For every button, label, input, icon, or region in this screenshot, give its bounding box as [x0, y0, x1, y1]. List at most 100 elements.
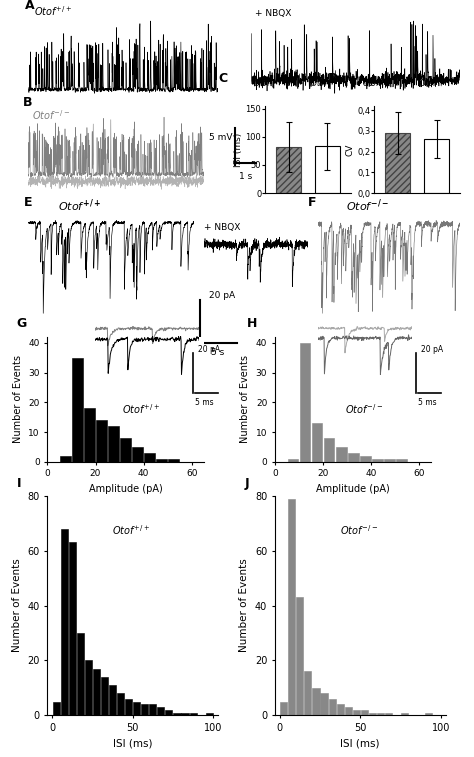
- Text: 20 pA: 20 pA: [209, 291, 235, 301]
- Text: C: C: [219, 72, 228, 85]
- Bar: [276, 147, 301, 193]
- Bar: [120, 438, 131, 462]
- Bar: [125, 699, 132, 715]
- Bar: [320, 693, 328, 715]
- Text: $\mathit{Otof}^{-/-}$: $\mathit{Otof}^{-/-}$: [340, 524, 378, 537]
- Bar: [109, 685, 116, 715]
- Bar: [165, 710, 173, 715]
- Bar: [117, 693, 124, 715]
- Y-axis label: CV: CV: [345, 143, 354, 156]
- Text: 5 s: 5 s: [211, 348, 225, 357]
- Bar: [384, 459, 395, 462]
- Text: $\mathit{Otof}^{+/+}$: $\mathit{Otof}^{+/+}$: [112, 524, 150, 537]
- Bar: [337, 704, 344, 715]
- Bar: [141, 704, 148, 715]
- Bar: [300, 343, 310, 462]
- X-axis label: Amplitude (pA): Amplitude (pA): [89, 484, 163, 494]
- Bar: [190, 712, 197, 715]
- Bar: [336, 447, 346, 462]
- Bar: [377, 712, 384, 715]
- Bar: [72, 357, 83, 462]
- Bar: [206, 712, 213, 715]
- Bar: [84, 408, 95, 462]
- Bar: [108, 426, 119, 462]
- Bar: [315, 146, 340, 193]
- Text: G: G: [16, 317, 27, 330]
- Bar: [401, 712, 408, 715]
- Bar: [168, 459, 179, 462]
- Bar: [288, 499, 295, 715]
- Bar: [182, 712, 189, 715]
- X-axis label: ISI (ms): ISI (ms): [340, 739, 380, 749]
- Bar: [304, 671, 311, 715]
- Bar: [173, 712, 181, 715]
- Bar: [157, 707, 164, 715]
- Bar: [77, 633, 84, 715]
- Bar: [345, 707, 352, 715]
- Text: 5 mV: 5 mV: [209, 133, 232, 142]
- Text: E: E: [23, 195, 32, 208]
- Bar: [385, 133, 410, 193]
- Bar: [348, 453, 358, 462]
- Bar: [101, 677, 108, 715]
- X-axis label: ISI (ms): ISI (ms): [113, 739, 153, 749]
- Text: J: J: [244, 477, 249, 490]
- Bar: [96, 420, 107, 462]
- Text: 1 s: 1 s: [239, 172, 253, 181]
- Text: + NBQX: + NBQX: [255, 9, 292, 18]
- Text: F: F: [308, 195, 316, 208]
- Y-axis label: ISI (ms): ISI (ms): [234, 132, 243, 167]
- Text: D: D: [328, 72, 338, 85]
- Bar: [149, 704, 156, 715]
- Bar: [324, 438, 335, 462]
- Bar: [360, 456, 371, 462]
- Bar: [296, 597, 303, 715]
- Bar: [361, 710, 368, 715]
- Bar: [132, 447, 143, 462]
- Text: 20 pA: 20 pA: [421, 344, 443, 354]
- Text: $\mathit{Otof}^{-/-}$: $\mathit{Otof}^{-/-}$: [345, 403, 383, 416]
- Text: $\mathit{Otof}^{+/+}$: $\mathit{Otof}^{+/+}$: [310, 76, 340, 89]
- Bar: [312, 688, 319, 715]
- X-axis label: Amplitude (pA): Amplitude (pA): [316, 484, 390, 494]
- Bar: [311, 423, 322, 462]
- Text: $\mathit{Otof}^{-/-}$: $\mathit{Otof}^{-/-}$: [32, 108, 70, 122]
- Text: $\mathbf{\mathit{Otof}^{-/-}}$: $\mathbf{\mathit{Otof}^{-/-}}$: [346, 198, 389, 214]
- Bar: [385, 712, 392, 715]
- Y-axis label: Number of Events: Number of Events: [12, 559, 22, 653]
- Bar: [372, 459, 383, 462]
- Text: $\mathit{Otof}^{+/+}$: $\mathit{Otof}^{+/+}$: [34, 4, 72, 18]
- Bar: [156, 459, 167, 462]
- Y-axis label: Number of Events: Number of Events: [240, 355, 250, 444]
- Bar: [53, 702, 60, 715]
- Bar: [396, 459, 407, 462]
- Bar: [328, 699, 336, 715]
- Bar: [85, 660, 92, 715]
- Text: B: B: [23, 95, 33, 108]
- Bar: [280, 702, 287, 715]
- Text: $\mathit{Otof}^{-/-}$: $\mathit{Otof}^{-/-}$: [362, 76, 392, 89]
- Bar: [144, 453, 155, 462]
- Bar: [369, 712, 376, 715]
- Text: I: I: [17, 477, 21, 490]
- Bar: [133, 702, 140, 715]
- Text: $\mathit{Otof}^{-/-}$: $\mathit{Otof}^{-/-}$: [253, 76, 283, 89]
- Bar: [424, 139, 449, 193]
- Bar: [353, 710, 360, 715]
- Text: $\mathbf{\mathit{Otof}^{+/+}}$: $\mathbf{\mathit{Otof}^{+/+}}$: [58, 198, 101, 214]
- Bar: [61, 528, 68, 715]
- Y-axis label: Number of Events: Number of Events: [13, 355, 23, 444]
- Bar: [93, 668, 100, 715]
- Bar: [69, 543, 76, 715]
- Text: $\mathit{Otof}^{+/+}$: $\mathit{Otof}^{+/+}$: [419, 76, 449, 89]
- Bar: [60, 456, 71, 462]
- Text: 5 ms: 5 ms: [195, 397, 214, 407]
- Y-axis label: Number of Events: Number of Events: [239, 559, 249, 653]
- Bar: [288, 459, 298, 462]
- Text: 5 ms: 5 ms: [418, 397, 437, 407]
- Text: H: H: [247, 317, 257, 330]
- Text: + NBQX: + NBQX: [204, 223, 240, 232]
- Bar: [425, 712, 432, 715]
- Text: $\mathit{Otof}^{+/+}$: $\mathit{Otof}^{+/+}$: [122, 403, 160, 416]
- Text: 20 pA: 20 pA: [198, 344, 220, 354]
